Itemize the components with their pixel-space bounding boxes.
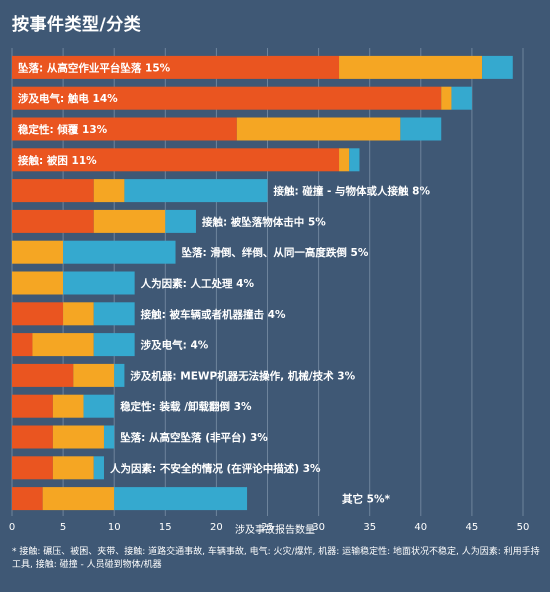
bar-segment <box>451 86 472 110</box>
bar-segment <box>12 394 53 418</box>
bar-segment <box>93 302 135 326</box>
bar-segment <box>12 487 43 511</box>
bar-segment <box>32 333 94 357</box>
bar-segment <box>339 55 483 79</box>
bar-segment <box>63 240 176 264</box>
bar-segment <box>103 425 115 449</box>
bar-segment <box>12 302 64 326</box>
bar-segment <box>12 179 94 203</box>
bar-segment <box>63 302 94 326</box>
bar-segment <box>400 117 442 141</box>
bar-label: 稳定性: 装载 /卸载翻倒 3% <box>120 400 252 413</box>
stacked-bar-chart: 坠落: 从高空作业平台坠落 15% 涉及电气: 触电 14% 稳定性: 倾覆 13%… <box>9 48 530 533</box>
bar-segment <box>12 117 237 141</box>
bar-segment <box>83 394 115 418</box>
x-tick-label: 15 <box>159 522 172 533</box>
bar-segment <box>93 209 166 233</box>
bar-label: 涉及电气: 4% <box>141 339 209 352</box>
bar-segment <box>93 333 135 357</box>
bar-segment <box>12 240 64 264</box>
x-axis-label: 涉及事故报告数量 <box>235 525 315 536</box>
bar-segment <box>93 179 125 203</box>
bar-label: 接触: 被坠落物体击中 5% <box>202 215 326 228</box>
x-tick-label: 50 <box>517 522 530 533</box>
x-tick-label: 5 <box>60 522 66 533</box>
bar-segment <box>339 148 350 172</box>
bar-segment <box>12 148 340 172</box>
x-tick-label: 35 <box>363 522 376 533</box>
bar-segment <box>12 333 33 357</box>
bar-segment <box>114 363 125 387</box>
bar-label: 接触: 被困 11% <box>18 154 97 167</box>
bar-label: 坠落: 滑倒、绊倒、从同一高度跌倒 5% <box>182 246 369 259</box>
bar-segment <box>482 55 513 79</box>
bar-segment <box>124 179 268 203</box>
x-tick-label: 25 <box>261 522 274 533</box>
bar-segment <box>52 456 94 480</box>
bar-label: 坠落: 从高空坠落 (非平台) 3% <box>120 431 268 444</box>
bar-label: 人为因素: 人工处理 4% <box>141 277 255 290</box>
bar-segment <box>12 86 442 110</box>
x-tick-label: 30 <box>312 522 325 533</box>
bar-segment <box>73 363 115 387</box>
bar-segment <box>12 209 94 233</box>
bar-segment <box>12 363 74 387</box>
x-tick-label: 45 <box>466 522 479 533</box>
bar-segment <box>93 456 104 480</box>
x-tick-label: 10 <box>108 522 121 533</box>
x-tick-label: 0 <box>9 522 15 533</box>
bar-segment <box>52 425 104 449</box>
x-tick-label: 40 <box>414 522 427 533</box>
bar-segment <box>12 456 53 480</box>
bar-segment <box>63 271 135 295</box>
bar-label: 人为因素: 不安全的情况 (在评论中描述) 3% <box>110 462 321 475</box>
bar-label: 其它 5%* <box>342 493 390 506</box>
bar-segment <box>165 209 196 233</box>
footnote: * 接触: 碾压、被困、夹带、接触: 道路交通事故, 车辆事故, 电气: 火灾/… <box>12 547 540 570</box>
chart-title: 按事件类型/分类 <box>12 15 142 35</box>
bar-label: 稳定性: 倾覆 13% <box>18 123 108 136</box>
bar-segment <box>441 86 452 110</box>
bar-segment <box>42 487 115 511</box>
bar-label: 坠落: 从高空作业平台坠落 15% <box>18 61 171 74</box>
bar-segment <box>12 271 64 295</box>
bar-segment <box>12 425 53 449</box>
x-tick-label: 20 <box>210 522 223 533</box>
bar-label: 接触: 碰撞 - 与物体或人接触 8% <box>274 185 431 198</box>
bar-label: 涉及机器: MEWP机器无法操作, 机械/技术 3% <box>130 369 355 382</box>
bar-label: 接触: 被车辆或者机器撞击 4% <box>141 308 286 321</box>
bar-label: 涉及电气: 触电 14% <box>18 92 118 105</box>
bar-segment <box>349 148 360 172</box>
bar-segment <box>12 55 340 79</box>
bar-segment <box>114 487 248 511</box>
bar-segment <box>236 117 401 141</box>
bar-segment <box>52 394 84 418</box>
